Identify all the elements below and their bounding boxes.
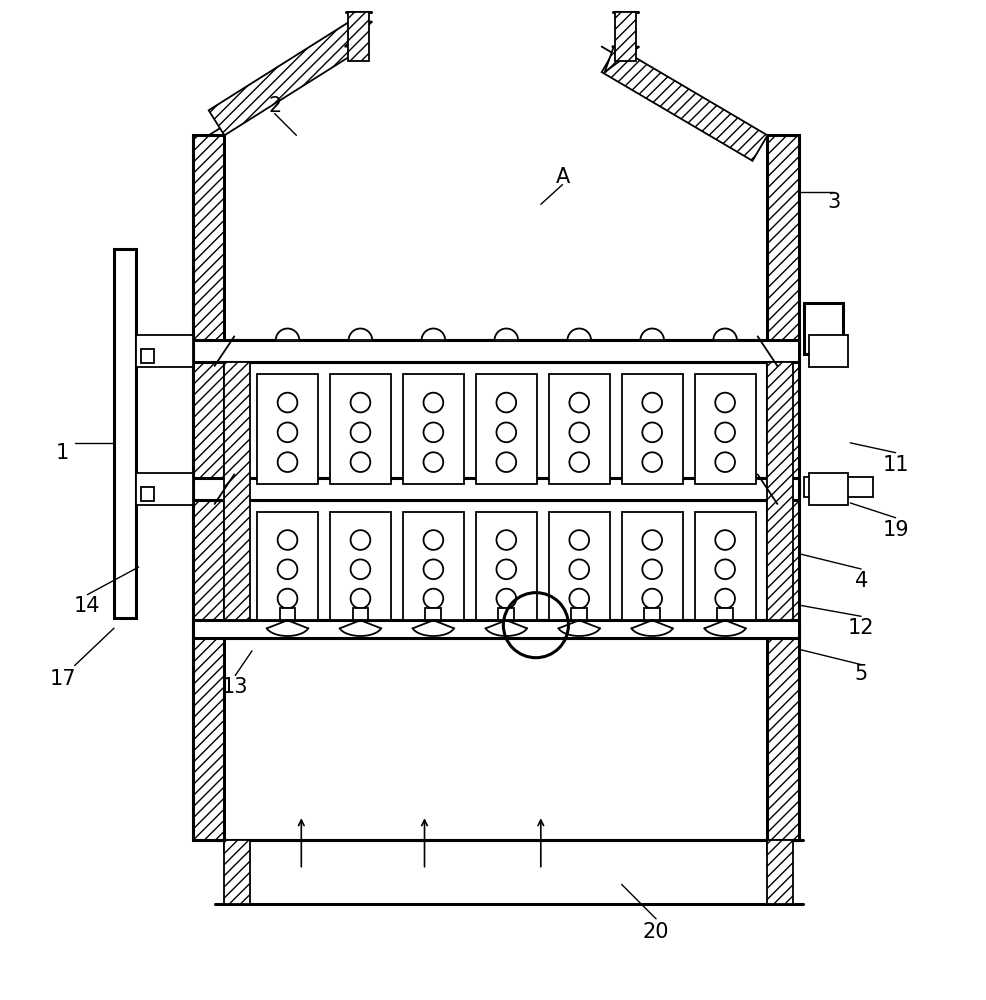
Text: 4: 4: [854, 571, 867, 591]
Bar: [256, 374, 317, 484]
Text: 17: 17: [49, 669, 76, 689]
Bar: [475, 512, 536, 620]
Bar: [114, 249, 136, 618]
Text: 14: 14: [74, 596, 101, 616]
Polygon shape: [631, 625, 672, 636]
Bar: [347, 12, 369, 61]
Polygon shape: [344, 22, 372, 47]
Bar: [571, 608, 587, 620]
Polygon shape: [704, 625, 745, 636]
Bar: [621, 374, 682, 484]
Bar: [224, 840, 249, 904]
Bar: [694, 512, 755, 620]
Bar: [402, 374, 463, 484]
Polygon shape: [348, 329, 372, 340]
Bar: [717, 608, 733, 620]
Bar: [498, 608, 514, 620]
Polygon shape: [412, 625, 454, 636]
Bar: [694, 374, 755, 484]
Bar: [329, 374, 390, 484]
Bar: [224, 362, 249, 620]
Text: 5: 5: [854, 664, 867, 684]
Bar: [279, 608, 295, 620]
Polygon shape: [601, 47, 767, 161]
Bar: [767, 135, 799, 840]
Bar: [621, 512, 682, 620]
Text: 3: 3: [826, 192, 839, 212]
Text: 11: 11: [881, 455, 908, 475]
Text: 13: 13: [222, 677, 248, 697]
Bar: [141, 349, 154, 363]
Bar: [136, 473, 192, 505]
Polygon shape: [485, 625, 527, 636]
Polygon shape: [421, 329, 445, 340]
Text: 2: 2: [268, 96, 281, 116]
Bar: [256, 512, 317, 620]
Bar: [644, 608, 660, 620]
Bar: [614, 12, 636, 61]
Bar: [192, 340, 799, 362]
Bar: [352, 608, 368, 620]
Bar: [767, 362, 793, 620]
Polygon shape: [266, 625, 308, 636]
Polygon shape: [494, 329, 518, 340]
Bar: [141, 487, 154, 501]
Polygon shape: [640, 329, 664, 340]
Bar: [475, 374, 536, 484]
Polygon shape: [339, 625, 381, 636]
Polygon shape: [558, 625, 599, 636]
Text: 19: 19: [881, 520, 908, 540]
Bar: [548, 374, 609, 484]
Polygon shape: [208, 22, 365, 135]
Polygon shape: [275, 329, 299, 340]
Bar: [425, 608, 441, 620]
Polygon shape: [567, 329, 591, 340]
Bar: [329, 512, 390, 620]
Bar: [402, 512, 463, 620]
Bar: [767, 840, 793, 904]
Text: 12: 12: [847, 618, 874, 638]
Bar: [548, 512, 609, 620]
Polygon shape: [604, 47, 639, 72]
Polygon shape: [713, 329, 737, 340]
Bar: [192, 135, 224, 840]
Bar: [192, 478, 799, 500]
Bar: [809, 473, 847, 505]
Text: 1: 1: [56, 443, 69, 463]
Bar: [804, 477, 872, 497]
Bar: [804, 303, 843, 354]
Bar: [809, 335, 847, 367]
Text: A: A: [555, 167, 569, 187]
Text: 20: 20: [642, 922, 669, 942]
Bar: [136, 335, 192, 367]
Bar: [192, 620, 799, 638]
